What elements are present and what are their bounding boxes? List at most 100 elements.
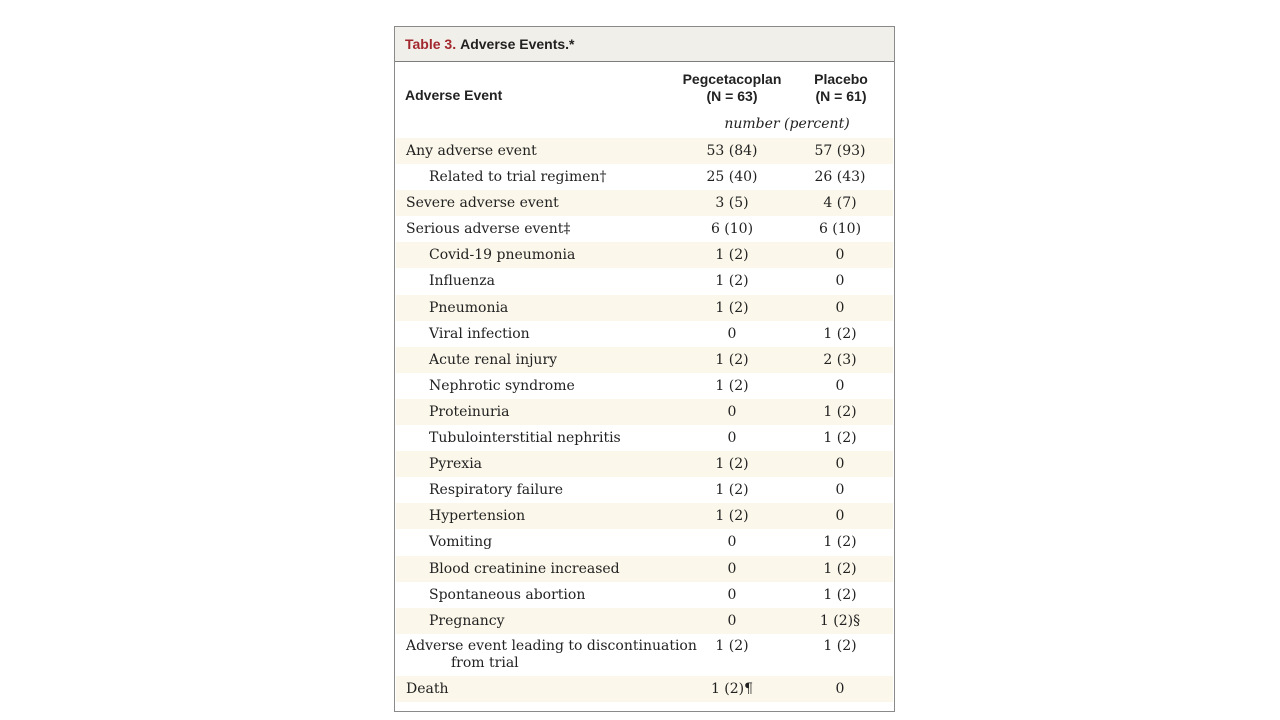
units-row: number (percent) bbox=[395, 112, 894, 138]
placebo-value: 1 (2) bbox=[823, 586, 857, 603]
row-label: Severe adverse event bbox=[406, 195, 559, 212]
row-label: Covid-19 pneumonia bbox=[429, 247, 576, 264]
row-label: Viral infection bbox=[429, 325, 530, 342]
pegcetacoplan-value: 0 bbox=[727, 560, 737, 577]
table-row: Serious adverse event‡ 6 (10) 6 (10) bbox=[396, 216, 893, 242]
table-row: Pneumonia 1 (2) 0 bbox=[396, 294, 893, 321]
placebo-value: 0 bbox=[835, 482, 845, 499]
table-caption: Table 3. Adverse Events.* bbox=[395, 27, 894, 62]
table-row: Pyrexia 1 (2) 0 bbox=[396, 451, 893, 478]
column-header-placebo-name: Placebo bbox=[814, 71, 868, 87]
placebo-value: 0 bbox=[835, 273, 845, 290]
pegcetacoplan-value: 1 (2) bbox=[715, 482, 749, 499]
pegcetacoplan-value: 1 (2) bbox=[715, 637, 749, 654]
row-label: Hypertension bbox=[429, 508, 526, 525]
row-label: Related to trial regimen† bbox=[429, 169, 607, 186]
table-row: Any adverse event 53 (84) 57 (93) bbox=[396, 138, 893, 165]
table-row: Pregnancy 0 1 (2)§ bbox=[396, 607, 893, 634]
table-row: Adverse event leading to discontinuation… bbox=[396, 634, 893, 676]
placebo-value: 0 bbox=[835, 456, 845, 473]
pegcetacoplan-value: 1 (2) bbox=[715, 456, 749, 473]
pegcetacoplan-value: 1 (2) bbox=[715, 351, 749, 368]
table-row: Hypertension 1 (2) 0 bbox=[396, 503, 893, 530]
column-header-pegcetacoplan: Pegcetacoplan (N = 63) bbox=[677, 71, 787, 105]
row-label: Acute renal injury bbox=[429, 351, 558, 368]
pegcetacoplan-value: 1 (2) bbox=[715, 247, 749, 264]
adverse-events-table: Table 3. Adverse Events.* Adverse Event … bbox=[394, 26, 895, 712]
pegcetacoplan-value: 1 (2) bbox=[715, 508, 749, 525]
table-row: Severe adverse event 3 (5) 4 (7) bbox=[396, 190, 893, 217]
placebo-value: 1 (2)§ bbox=[819, 612, 861, 629]
table-title: Adverse Events.* bbox=[460, 36, 575, 52]
pegcetacoplan-value: 0 bbox=[727, 430, 737, 447]
placebo-value: 0 bbox=[835, 377, 845, 394]
placebo-value: 1 (2) bbox=[823, 430, 857, 447]
row-label: Pregnancy bbox=[429, 612, 505, 629]
table-row: Nephrotic syndrome 1 (2) 0 bbox=[396, 373, 893, 399]
table-row: Vomiting 0 1 (2) bbox=[396, 529, 893, 555]
table-row: Covid-19 pneumonia 1 (2) 0 bbox=[396, 242, 893, 269]
row-label-line-1: Adverse event leading to discontinuation bbox=[406, 637, 697, 654]
pegcetacoplan-value: 0 bbox=[727, 586, 737, 603]
table-row: Death 1 (2)¶ 0 bbox=[396, 675, 893, 702]
row-label: Blood creatinine increased bbox=[429, 560, 620, 577]
column-header-pegcetacoplan-n: (N = 63) bbox=[706, 88, 758, 104]
pegcetacoplan-value: 6 (10) bbox=[710, 221, 754, 238]
units-label: number (percent) bbox=[724, 116, 850, 132]
table-header: Adverse Event Pegcetacoplan (N = 63) Pla… bbox=[395, 62, 894, 112]
row-label: Spontaneous abortion bbox=[429, 586, 586, 603]
table-body: Any adverse event 53 (84) 57 (93) Relate… bbox=[396, 138, 893, 702]
column-header-event: Adverse Event bbox=[405, 87, 503, 103]
row-label: Pneumonia bbox=[429, 299, 509, 316]
row-label: Any adverse event bbox=[406, 143, 537, 159]
table-row: Acute renal injury 1 (2) 2 (3) bbox=[396, 346, 893, 373]
pegcetacoplan-value: 0 bbox=[727, 534, 737, 551]
column-header-placebo: Placebo (N = 61) bbox=[795, 71, 887, 105]
placebo-value: 1 (2) bbox=[823, 534, 857, 551]
row-label: Adverse event leading to discontinuation… bbox=[406, 638, 697, 672]
placebo-value: 1 (2) bbox=[823, 325, 857, 342]
row-label: Vomiting bbox=[429, 534, 493, 551]
row-label: Death bbox=[406, 680, 449, 697]
row-label: Pyrexia bbox=[429, 456, 483, 473]
row-label: Tubulointerstitial nephritis bbox=[429, 430, 621, 447]
table-row: Respiratory failure 1 (2) 0 bbox=[396, 477, 893, 503]
table-row: Viral infection 0 1 (2) bbox=[396, 321, 893, 347]
pegcetacoplan-value: 25 (40) bbox=[706, 169, 758, 186]
row-label: Influenza bbox=[429, 273, 495, 290]
row-label-line-2: from trial bbox=[451, 654, 519, 671]
placebo-value: 0 bbox=[835, 299, 845, 316]
placebo-value: 57 (93) bbox=[814, 143, 866, 159]
pegcetacoplan-value: 1 (2) bbox=[715, 377, 749, 394]
pegcetacoplan-value: 3 (5) bbox=[715, 195, 749, 212]
column-header-pegcetacoplan-name: Pegcetacoplan bbox=[682, 71, 782, 87]
pegcetacoplan-value: 0 bbox=[727, 403, 737, 420]
placebo-value: 0 bbox=[835, 508, 845, 525]
column-header-placebo-n: (N = 61) bbox=[815, 88, 867, 104]
pegcetacoplan-value: 53 (84) bbox=[706, 143, 758, 159]
row-label: Serious adverse event‡ bbox=[406, 221, 571, 238]
pegcetacoplan-value: 0 bbox=[727, 325, 737, 342]
placebo-value: 0 bbox=[835, 680, 845, 697]
placebo-value: 1 (2) bbox=[823, 637, 857, 654]
table-number: Table 3. bbox=[405, 36, 457, 52]
table-row: Blood creatinine increased 0 1 (2) bbox=[396, 555, 893, 582]
placebo-value: 1 (2) bbox=[823, 560, 857, 577]
table-row: Influenza 1 (2) 0 bbox=[396, 268, 893, 294]
placebo-value: 0 bbox=[835, 247, 845, 264]
pegcetacoplan-value: 1 (2) bbox=[715, 273, 749, 290]
placebo-value: 26 (43) bbox=[814, 169, 866, 186]
placebo-value: 1 (2) bbox=[823, 403, 857, 420]
row-label: Respiratory failure bbox=[429, 482, 564, 499]
placebo-value: 6 (10) bbox=[818, 221, 862, 238]
table-row: Tubulointerstitial nephritis 0 1 (2) bbox=[396, 425, 893, 451]
pegcetacoplan-value: 1 (2)¶ bbox=[710, 680, 754, 697]
placebo-value: 2 (3) bbox=[823, 351, 857, 368]
pegcetacoplan-value: 0 bbox=[727, 612, 737, 629]
table-row: Spontaneous abortion 0 1 (2) bbox=[396, 582, 893, 608]
row-label: Proteinuria bbox=[429, 403, 510, 420]
table-row: Related to trial regimen† 25 (40) 26 (43… bbox=[396, 164, 893, 190]
pegcetacoplan-value: 1 (2) bbox=[715, 299, 749, 316]
row-label: Nephrotic syndrome bbox=[429, 377, 575, 394]
placebo-value: 4 (7) bbox=[823, 195, 857, 212]
